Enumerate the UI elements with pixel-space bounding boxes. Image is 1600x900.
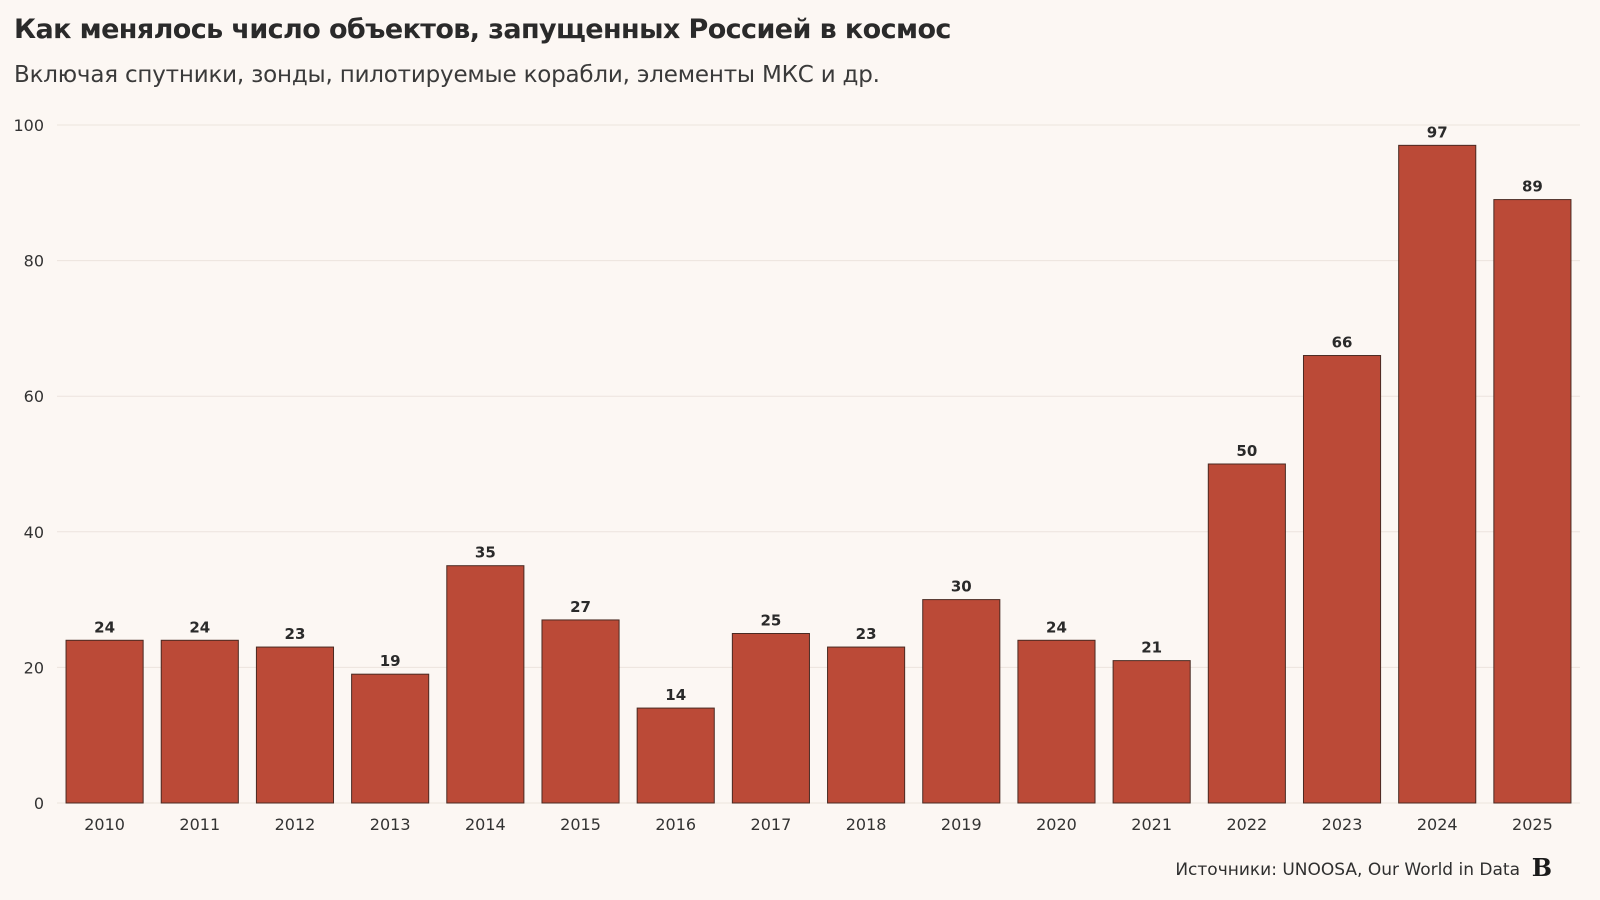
- bar-2010: [65, 639, 144, 804]
- data-label-2017: 25: [760, 612, 781, 630]
- bar-2025: [1493, 199, 1572, 804]
- bar-2016: [636, 707, 715, 804]
- x-tick-label: 2015: [560, 815, 601, 834]
- y-tick-label: 0: [34, 794, 44, 813]
- source-note: Источники: UNOOSA, Our World in Data: [1175, 860, 1520, 880]
- bar-2012: [255, 646, 335, 804]
- data-label-2022: 50: [1236, 442, 1257, 460]
- y-tick-label: 60: [24, 387, 44, 406]
- chart-title: Как менялось число объектов, запущенных …: [14, 14, 951, 45]
- data-labels: 24 24 23 19 35 27 14 25 23 30 24 21 50 66 97 89: [94, 123, 1543, 704]
- bar-2017: [731, 633, 810, 804]
- y-tick-label: 20: [24, 658, 44, 677]
- x-tick-label: 2018: [846, 815, 887, 834]
- data-label-2015: 27: [570, 598, 591, 616]
- chart-subtitle: Включая спутники, зонды, пилотируемые ко…: [14, 62, 880, 88]
- bar-2011: [160, 639, 239, 804]
- bar-2022: [1207, 463, 1286, 804]
- x-axis: 2010 2011 2012 2013 2014 2015 2016 2017 2018 2019…: [84, 815, 1553, 834]
- data-label-2020: 24: [1046, 618, 1067, 636]
- x-tick-label: 2010: [84, 815, 125, 834]
- x-tick-label: 2024: [1417, 815, 1458, 834]
- x-tick-label: 2011: [179, 815, 220, 834]
- data-label-2012: 23: [285, 625, 306, 643]
- data-label-2014: 35: [475, 544, 496, 562]
- bar-2014: [446, 565, 525, 804]
- y-axis: 0 20 40 60 80 100: [13, 116, 44, 813]
- bar-2024: [1398, 144, 1477, 804]
- bar-2015: [541, 619, 620, 804]
- x-tick-label: 2014: [465, 815, 506, 834]
- data-label-2010: 24: [94, 618, 115, 636]
- x-tick-label: 2016: [655, 815, 696, 834]
- bar-2023: [1302, 355, 1382, 804]
- data-label-2013: 19: [380, 652, 401, 670]
- y-tick-label: 80: [24, 252, 44, 271]
- y-tick-label: 100: [13, 116, 44, 135]
- bar-2013: [351, 673, 430, 804]
- data-label-2024: 97: [1427, 123, 1448, 141]
- data-label-2021: 21: [1141, 639, 1162, 657]
- brand-logo: B: [1531, 853, 1552, 882]
- x-tick-label: 2021: [1131, 815, 1172, 834]
- bar-2021: [1112, 660, 1191, 804]
- bar-2018: [827, 646, 906, 804]
- data-label-2019: 30: [951, 578, 972, 596]
- x-tick-label: 2019: [941, 815, 982, 834]
- x-tick-label: 2022: [1226, 815, 1267, 834]
- y-tick-label: 40: [24, 523, 44, 542]
- data-label-2025: 89: [1522, 178, 1543, 196]
- x-tick-label: 2020: [1036, 815, 1077, 834]
- x-tick-label: 2023: [1322, 815, 1363, 834]
- x-tick-label: 2013: [370, 815, 411, 834]
- data-label-2016: 14: [665, 686, 686, 704]
- bar-2019: [922, 599, 1001, 804]
- bars: [65, 144, 1572, 804]
- bar-2020: [1017, 639, 1096, 804]
- data-label-2023: 66: [1332, 334, 1353, 352]
- data-label-2011: 24: [189, 618, 210, 636]
- x-tick-label: 2017: [751, 815, 792, 834]
- x-tick-label: 2012: [275, 815, 316, 834]
- data-label-2018: 23: [856, 625, 877, 643]
- x-tick-label: 2025: [1512, 815, 1553, 834]
